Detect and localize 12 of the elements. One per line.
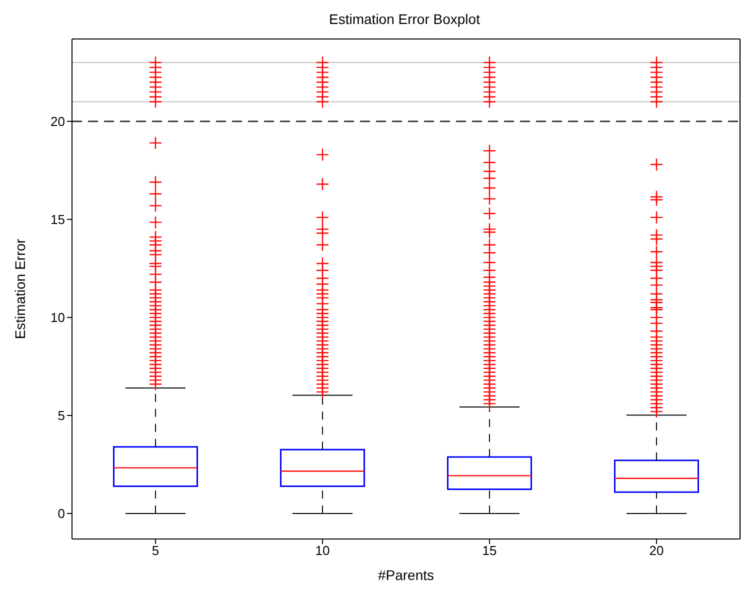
x-tick-label: 15 [482,543,497,558]
y-tick-label: 15 [50,212,65,228]
y-tick-label: 20 [50,114,65,129]
y-axis-title: Estimation Error [12,238,28,340]
y-tick-label: 0 [58,506,65,522]
x-tick-label: 20 [649,543,664,558]
x-tick-label: 10 [315,543,330,558]
chart-title: Estimation Error Boxplot [328,10,481,29]
x-tick-label: 5 [152,543,160,558]
y-tick-label: 10 [50,310,65,326]
x-axis-title: #Parents [378,567,434,583]
y-tick-label: 5 [58,408,65,424]
